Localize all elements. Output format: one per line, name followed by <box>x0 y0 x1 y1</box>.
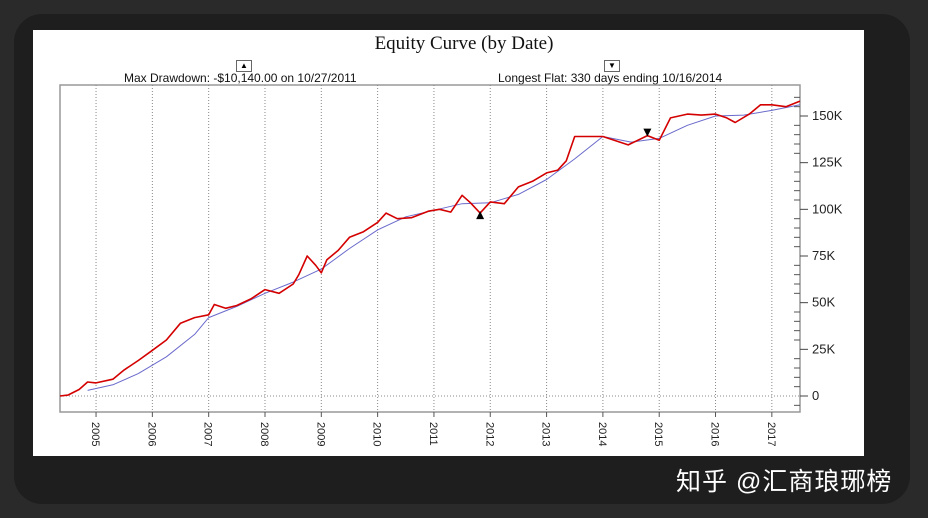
y-tick-label: 50K <box>812 295 835 310</box>
y-tick-label: 125K <box>812 155 843 170</box>
average-line <box>87 104 801 391</box>
y-tick-label: 25K <box>812 341 835 356</box>
x-tick-label: 2015 <box>652 422 664 446</box>
x-tick-label: 2016 <box>709 422 721 446</box>
y-tick-label: 100K <box>812 201 843 216</box>
flat-marker-box: ▼ <box>604 60 620 72</box>
x-tick-label: 2010 <box>371 422 383 446</box>
y-tick-label: 150K <box>812 108 843 123</box>
drawdown-marker-box: ▲ <box>236 60 252 72</box>
x-tick-label: 2011 <box>427 422 439 446</box>
y-tick-label: 0 <box>812 388 819 403</box>
chart-panel <box>33 30 864 456</box>
watermark: 知乎 @汇商琅琊榜 <box>676 468 893 496</box>
x-tick-label: 2007 <box>202 422 214 446</box>
chart-title: Equity Curve (by Date) <box>374 33 554 54</box>
flat-marker <box>643 128 652 137</box>
x-tick-label: 2008 <box>258 422 270 446</box>
max-drawdown-label: Max Drawdown: -$10,140.00 on 10/27/2011 <box>124 71 357 85</box>
x-tick-label: 2006 <box>145 422 157 446</box>
x-tick-label: 2017 <box>765 422 777 446</box>
plot-area <box>59 84 801 413</box>
y-tick-label: 75K <box>812 248 835 263</box>
drawdown-marker <box>476 211 485 220</box>
equity-line <box>59 100 801 397</box>
x-tick-label: 2014 <box>596 422 608 446</box>
x-tick-label: 2013 <box>540 422 552 446</box>
longest-flat-label: Longest Flat: 330 days ending 10/16/2014 <box>498 71 723 85</box>
x-tick-label: 2005 <box>89 422 101 446</box>
x-tick-label: 2012 <box>483 422 495 446</box>
x-tick-label: 2009 <box>314 422 326 446</box>
